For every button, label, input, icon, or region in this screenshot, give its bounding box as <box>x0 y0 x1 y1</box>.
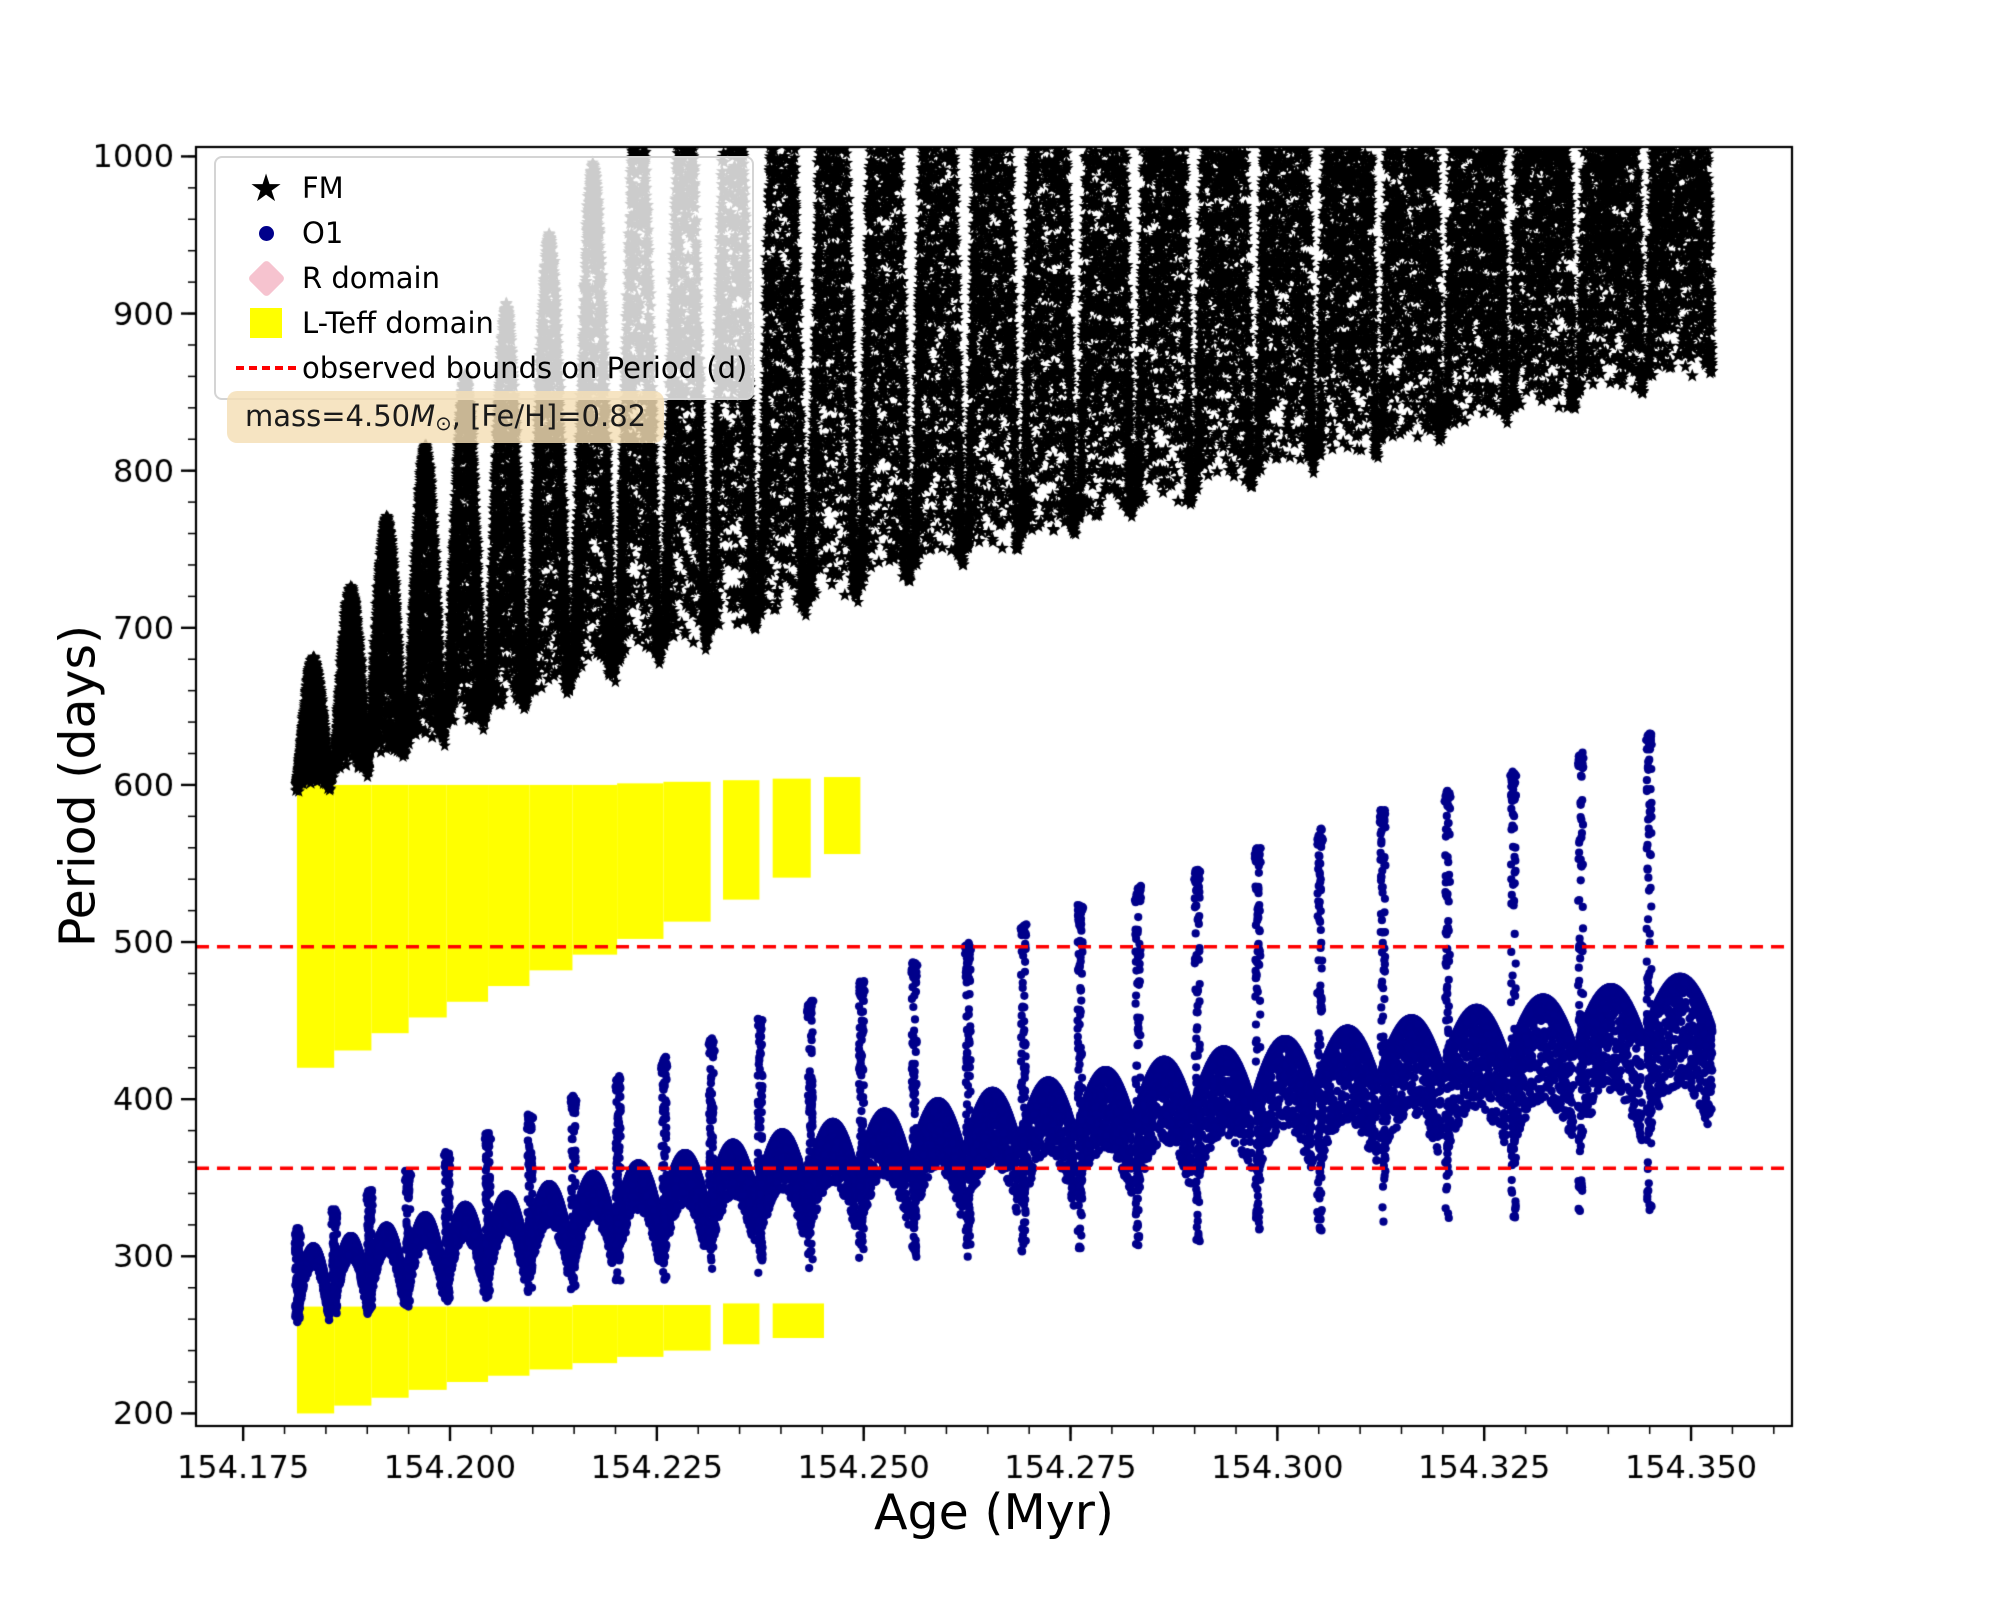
legend-label-fm: FM <box>302 171 344 205</box>
legend-label-observed-bounds: observed bounds on Period (d) <box>302 351 748 385</box>
legend-label-o1: O1 <box>302 216 344 250</box>
annotation-prefix: mass=4.50 <box>245 399 411 433</box>
dashed-line-icon <box>236 366 296 370</box>
dot-icon <box>258 225 274 241</box>
x-axis-label: Age (Myr) <box>874 1484 1114 1541</box>
sun-symbol-icon: ⊙ <box>435 412 452 436</box>
legend-item-fm: ★ FM <box>230 166 732 210</box>
legend-item-lteff-domain: L-Teff domain <box>230 305 732 341</box>
square-icon <box>250 308 282 338</box>
annotation-box: mass=4.50M⊙, [Fe/H]=0.82 <box>227 391 665 444</box>
legend: ★ FM O1 R domain L-Teff domain observed … <box>214 156 754 400</box>
legend-item-observed-bounds: observed bounds on Period (d) <box>230 350 747 386</box>
y-axis-label: Period (days) <box>49 624 107 948</box>
legend-item-o1: O1 <box>230 215 732 251</box>
legend-label-lteff-domain: L-Teff domain <box>302 306 494 340</box>
legend-item-r-domain: R domain <box>230 258 732 298</box>
annotation-suffix: , [Fe/H]=0.82 <box>451 399 647 433</box>
legend-label-r-domain: R domain <box>302 261 440 295</box>
annotation-mass-symbol: M <box>410 399 436 433</box>
star-icon: ★ <box>248 166 284 210</box>
diamond-icon <box>246 258 286 298</box>
